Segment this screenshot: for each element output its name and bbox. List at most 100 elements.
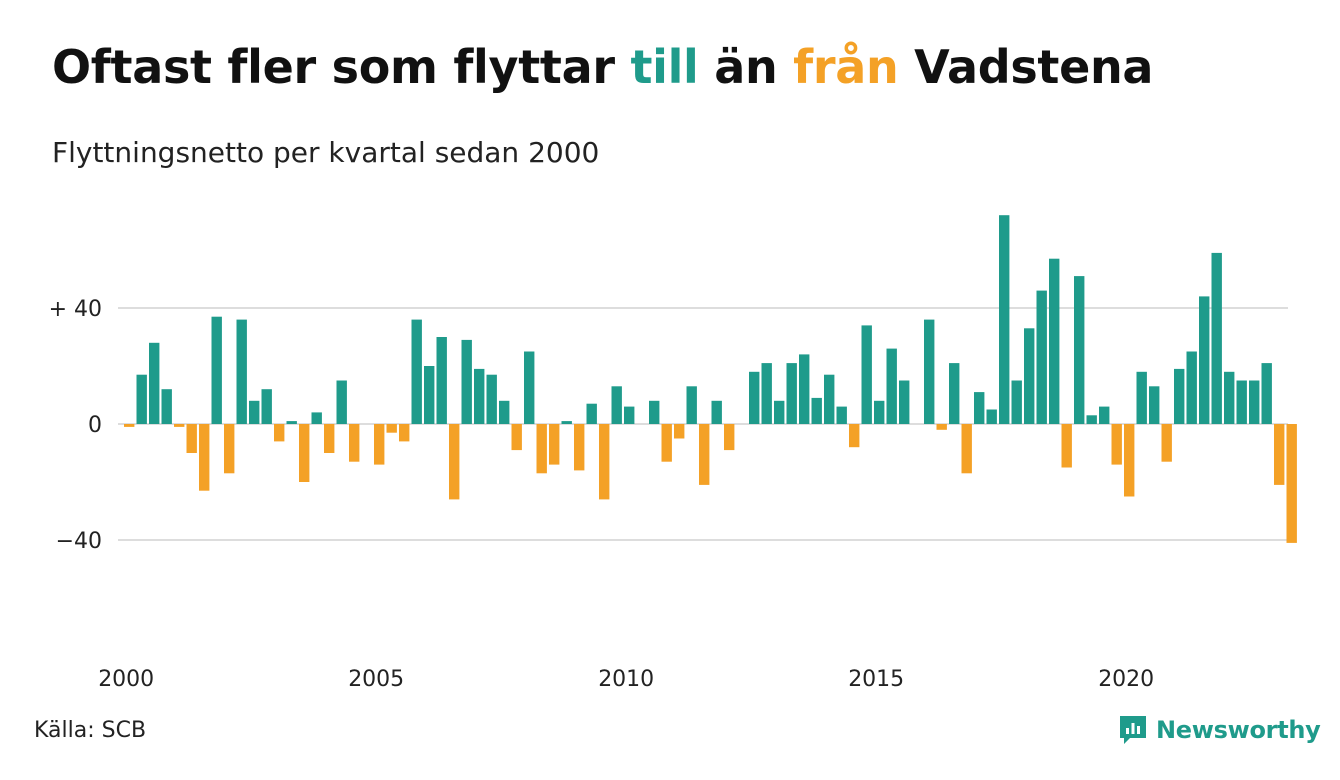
y-tick-label: + 40 bbox=[49, 297, 102, 322]
bar bbox=[849, 424, 860, 448]
bar bbox=[1011, 380, 1022, 424]
bar bbox=[749, 371, 760, 424]
bar bbox=[261, 389, 272, 424]
bar bbox=[1261, 363, 1272, 424]
bar bbox=[899, 380, 910, 424]
bar bbox=[824, 374, 835, 424]
newsworthy-logo[interactable]: Newsworthy bbox=[1118, 714, 1321, 746]
title-part-2: än bbox=[698, 40, 794, 94]
bar bbox=[524, 351, 535, 424]
bar bbox=[761, 363, 772, 424]
bar bbox=[1136, 371, 1147, 424]
bar bbox=[649, 400, 660, 424]
bar bbox=[974, 392, 985, 424]
bar bbox=[711, 400, 722, 424]
bar bbox=[1211, 252, 1222, 424]
bar bbox=[186, 424, 197, 453]
bar bbox=[161, 389, 172, 424]
bar bbox=[536, 424, 547, 474]
bar bbox=[686, 386, 697, 424]
bar bbox=[149, 342, 160, 424]
bar bbox=[661, 424, 672, 462]
bar bbox=[324, 424, 335, 453]
bar bbox=[1174, 368, 1185, 424]
bar bbox=[1249, 380, 1260, 424]
x-axis-labels: 2000 2005 2010 2015 2020 bbox=[98, 667, 1154, 692]
bar bbox=[399, 424, 410, 442]
bar bbox=[1199, 296, 1210, 424]
x-tick-label: 2020 bbox=[1098, 667, 1154, 692]
bar bbox=[1286, 424, 1297, 543]
bar bbox=[374, 424, 385, 465]
y-tick-label: −40 bbox=[56, 529, 102, 554]
title-part-3: Vadstena bbox=[898, 40, 1154, 94]
bar bbox=[886, 348, 897, 424]
bar bbox=[274, 424, 285, 442]
chart-title: Oftast fler som flyttar till än från Vad… bbox=[52, 40, 1153, 94]
chart-subtitle: Flyttningsnetto per kvartal sedan 2000 bbox=[52, 136, 600, 169]
bar bbox=[436, 337, 447, 424]
bar bbox=[474, 368, 485, 424]
bar bbox=[574, 424, 585, 471]
bar bbox=[424, 366, 435, 424]
bar bbox=[1124, 424, 1135, 497]
bar bbox=[724, 424, 735, 451]
y-axis-labels: + 40 0 −40 bbox=[49, 297, 102, 554]
bar bbox=[249, 400, 260, 424]
bar bbox=[1061, 424, 1072, 468]
bar bbox=[1099, 406, 1110, 424]
bar bbox=[961, 424, 972, 474]
bar bbox=[1186, 351, 1197, 424]
bar bbox=[549, 424, 560, 465]
bar bbox=[411, 319, 422, 424]
bar bbox=[1111, 424, 1122, 465]
bar bbox=[624, 406, 635, 424]
newsworthy-logo-icon bbox=[1120, 716, 1146, 744]
bar bbox=[349, 424, 360, 462]
bar bbox=[874, 400, 885, 424]
bar bbox=[786, 363, 797, 424]
bar bbox=[199, 424, 210, 491]
bar bbox=[611, 386, 622, 424]
bar bbox=[461, 339, 472, 424]
bar bbox=[1274, 424, 1285, 485]
bar bbox=[1161, 424, 1172, 462]
bar bbox=[774, 400, 785, 424]
bar bbox=[986, 409, 997, 424]
title-highlight-fran: från bbox=[793, 40, 899, 94]
bar bbox=[311, 412, 322, 424]
bar bbox=[1024, 328, 1035, 424]
x-tick-label: 2015 bbox=[848, 667, 904, 692]
brand-name: Newsworthy bbox=[1156, 716, 1321, 744]
bars bbox=[124, 215, 1297, 543]
bar bbox=[486, 374, 497, 424]
title-highlight-till: till bbox=[630, 40, 699, 94]
bar bbox=[236, 319, 247, 424]
bar bbox=[1036, 290, 1047, 424]
bar bbox=[1049, 258, 1060, 424]
bar bbox=[599, 424, 610, 500]
bar bbox=[136, 374, 147, 424]
bar bbox=[1236, 380, 1247, 424]
bar bbox=[799, 354, 810, 424]
bar bbox=[224, 424, 235, 474]
bar bbox=[861, 325, 872, 424]
x-tick-label: 2005 bbox=[348, 667, 404, 692]
x-tick-label: 2010 bbox=[598, 667, 654, 692]
bar bbox=[949, 363, 960, 424]
bar bbox=[299, 424, 310, 482]
bar bbox=[561, 421, 572, 424]
x-tick-label: 2000 bbox=[98, 667, 154, 692]
bar bbox=[211, 316, 222, 424]
bar bbox=[449, 424, 460, 500]
bar bbox=[674, 424, 685, 439]
bar bbox=[811, 397, 822, 424]
source-note: Källa: SCB bbox=[34, 718, 147, 743]
bar bbox=[1149, 386, 1160, 424]
bar bbox=[999, 215, 1010, 424]
y-tick-label: 0 bbox=[88, 413, 102, 438]
bar bbox=[1086, 415, 1097, 424]
bar bbox=[836, 406, 847, 424]
title-part-1: Oftast fler som flyttar bbox=[52, 40, 631, 94]
